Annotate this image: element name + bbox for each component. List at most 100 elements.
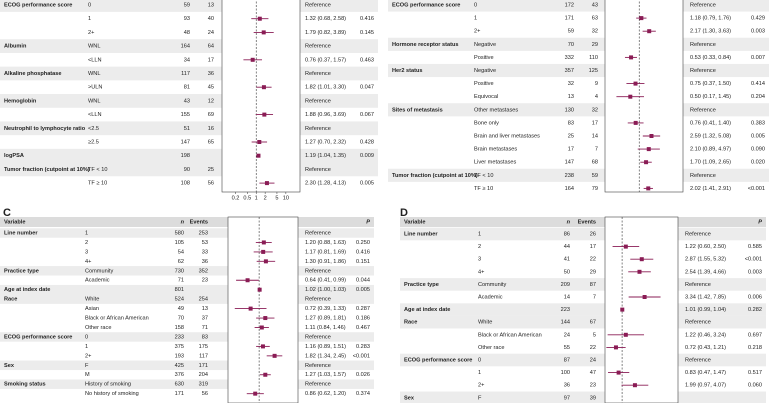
hazard-ratio: Reference xyxy=(690,107,716,113)
p-value: 0.416 xyxy=(356,249,370,255)
events: 253 xyxy=(199,230,208,236)
variable: Tumor fraction (cutpoint at 10%) xyxy=(392,173,478,179)
group-row-bg xyxy=(400,315,766,329)
header-bg xyxy=(400,217,766,227)
header: P xyxy=(366,219,370,225)
n: 357 xyxy=(565,68,574,74)
events: 43 xyxy=(592,2,598,8)
p-value: 0.416 xyxy=(360,16,374,22)
events: 65 xyxy=(208,139,214,145)
level: 3 xyxy=(478,257,481,263)
events: 63 xyxy=(592,16,598,22)
hazard-ratio: 0.72 (0.39, 1.33) xyxy=(305,306,346,312)
hr-point xyxy=(639,257,644,262)
level: Academic xyxy=(85,278,110,284)
events: 83 xyxy=(202,334,208,340)
level: 0 xyxy=(88,2,91,8)
group-row-bg xyxy=(388,0,769,12)
n: 50 xyxy=(564,269,570,275)
p-value: 0.463 xyxy=(360,57,374,63)
level: 2 xyxy=(85,240,88,246)
level: 1 xyxy=(85,230,88,236)
n: 730 xyxy=(175,268,184,274)
events: 22 xyxy=(590,257,596,263)
variable: Tumor fraction (cutpoint at 10%) xyxy=(4,167,90,173)
hr-point xyxy=(632,383,637,388)
n: 87 xyxy=(564,357,570,363)
level: F xyxy=(85,363,89,369)
events: 175 xyxy=(199,344,208,350)
hazard-ratio: 1.19 (1.04, 1.35) xyxy=(305,153,346,159)
header: Events xyxy=(578,219,596,225)
n: 59 xyxy=(184,2,190,8)
level: Bone only xyxy=(474,120,499,126)
level: 3 xyxy=(85,249,88,255)
n: 44 xyxy=(564,244,570,250)
hr-point xyxy=(257,140,262,144)
hazard-ratio: 1.16 (0.89, 1.51) xyxy=(305,344,346,350)
events: 17 xyxy=(208,57,214,63)
p-value: 0.151 xyxy=(356,259,370,265)
variable: Sex xyxy=(4,363,15,369)
hazard-ratio: 1.18 (0.79, 1.76) xyxy=(690,16,731,22)
n: 55 xyxy=(564,345,570,351)
n: 54 xyxy=(178,249,184,255)
p-value: <0.001 xyxy=(353,353,370,359)
level: >ULN xyxy=(88,85,102,91)
hazard-ratio: 0.64 (0.41, 0.99) xyxy=(305,278,346,284)
level: Negative xyxy=(474,68,496,74)
n: 14 xyxy=(564,294,570,300)
level: 2+ xyxy=(85,353,91,359)
hr-point xyxy=(261,240,266,245)
n: 41 xyxy=(564,257,570,263)
n: 630 xyxy=(175,382,184,388)
hr-point xyxy=(256,153,261,158)
n: 70 xyxy=(178,316,184,322)
p-value: 0.044 xyxy=(356,278,370,284)
p-value: 0.007 xyxy=(751,55,765,61)
hr-point xyxy=(262,112,267,117)
p-value: 0.003 xyxy=(748,269,762,275)
group-row-bg xyxy=(0,228,374,238)
hazard-ratio: 1.22 (0.46, 3.24) xyxy=(685,332,726,338)
events: 16 xyxy=(208,126,214,132)
hr-point xyxy=(646,147,651,152)
variable: Smoking status xyxy=(4,382,46,388)
events: 56 xyxy=(208,181,214,187)
n: 108 xyxy=(181,181,190,187)
hazard-ratio: 1.70 (1.09, 2.65) xyxy=(690,160,731,166)
x-tick-label: 1 xyxy=(255,195,258,201)
header: Variable xyxy=(404,219,425,225)
hazard-ratio: 1.01 (0.99, 1.04) xyxy=(685,307,726,313)
level: Academic xyxy=(478,294,503,300)
hazard-ratio: Reference xyxy=(685,231,711,237)
p-value: 0.697 xyxy=(748,332,762,338)
n: 376 xyxy=(175,372,184,378)
hr-point xyxy=(633,81,638,86)
events: 33 xyxy=(202,249,208,255)
events: 7 xyxy=(593,294,596,300)
p-value: 0.428 xyxy=(360,139,374,145)
events: 171 xyxy=(199,363,208,369)
plot-box xyxy=(221,0,301,193)
n: 580 xyxy=(175,230,184,236)
level: Brain and liver metastases xyxy=(474,133,540,139)
hazard-ratio: Reference xyxy=(305,2,331,8)
events: 26 xyxy=(590,231,596,237)
hazard-ratio: 1.79 (0.82, 3.89) xyxy=(305,30,346,36)
hr-point xyxy=(646,186,651,191)
n: 193 xyxy=(175,353,184,359)
events: 36 xyxy=(208,71,214,77)
events: 69 xyxy=(208,112,214,118)
hr-point xyxy=(649,134,654,138)
hr-point xyxy=(259,325,264,330)
hazard-ratio: Reference xyxy=(685,282,711,288)
level: Other metastases xyxy=(474,107,518,113)
hazard-ratio: 0.50 (0.17, 1.45) xyxy=(690,94,731,100)
level: M xyxy=(85,372,90,378)
variable: Sites of metastasis xyxy=(392,107,443,113)
hazard-ratio: 2.17 (1.30, 3.63) xyxy=(690,29,731,35)
hr-point xyxy=(248,306,253,311)
hr-point xyxy=(263,316,268,321)
